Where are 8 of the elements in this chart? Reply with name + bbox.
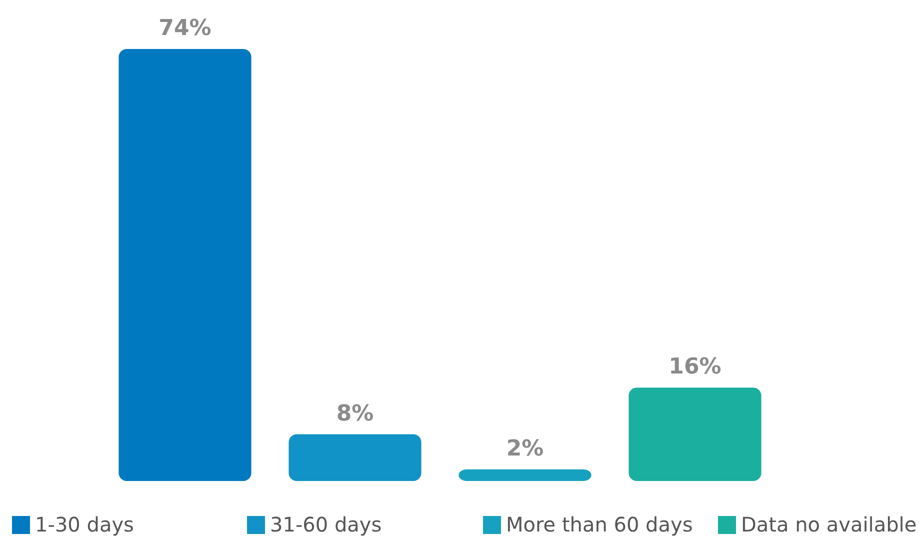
data-label: 8% — [336, 401, 374, 426]
data-label: 74% — [158, 16, 212, 42]
data-label: 2% — [506, 436, 544, 462]
legend-label: More than 60 days — [506, 512, 693, 536]
legend-label: Data no available — [741, 512, 917, 536]
legend-label: 31-60 days — [270, 512, 382, 536]
data-label: 16% — [668, 354, 722, 380]
legend-label: 1-30 days — [35, 512, 134, 536]
